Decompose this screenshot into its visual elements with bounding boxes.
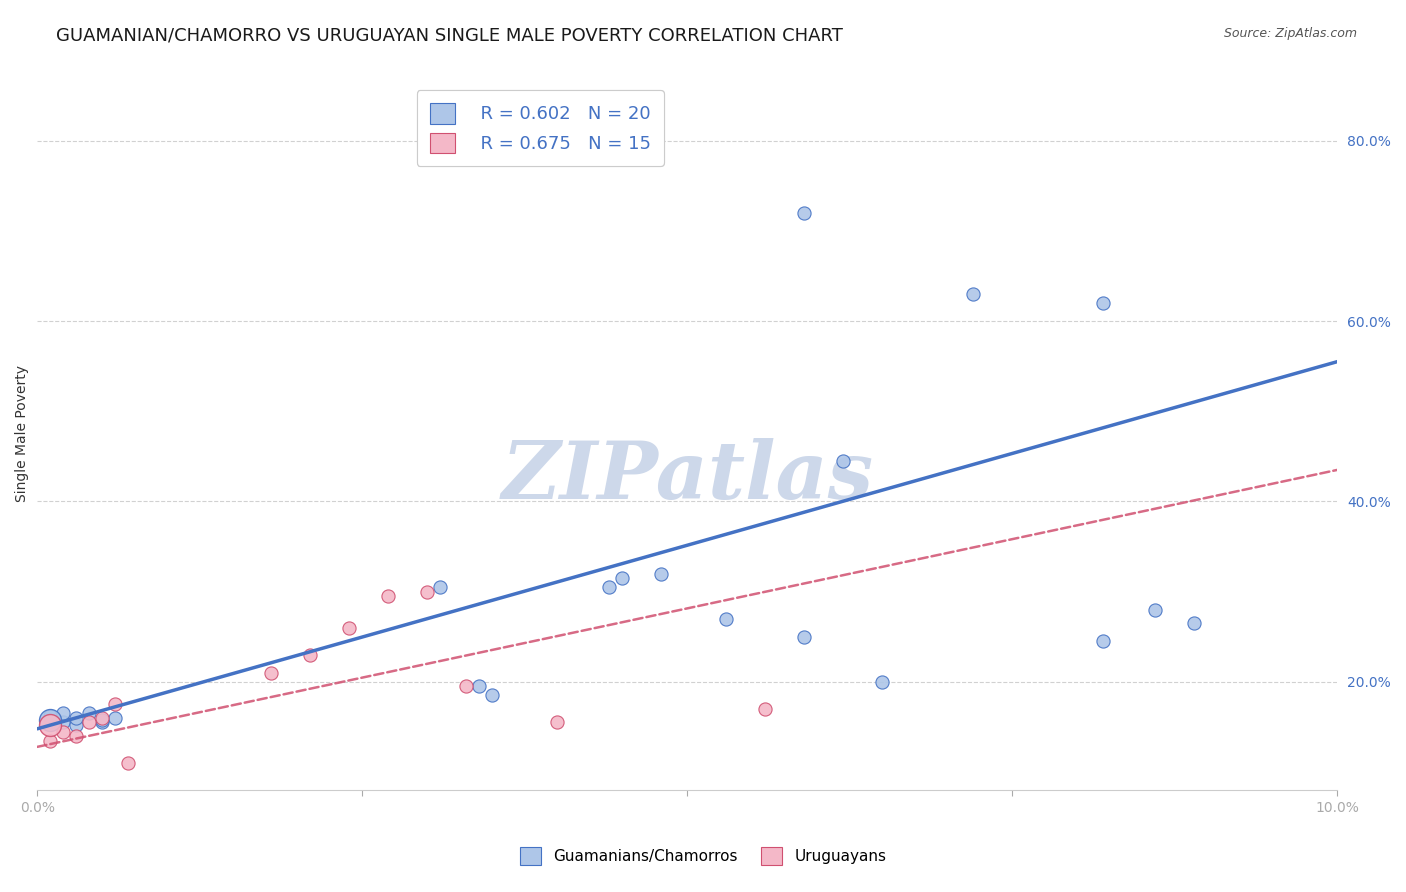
Point bbox=[65, 711, 87, 725]
Point bbox=[52, 715, 75, 730]
Point bbox=[65, 718, 87, 732]
Point bbox=[1144, 603, 1167, 617]
Point bbox=[91, 715, 114, 730]
Point bbox=[39, 733, 62, 747]
Point bbox=[456, 680, 478, 694]
Point bbox=[468, 680, 491, 694]
Legend:   R = 0.602   N = 20,   R = 0.675   N = 15: R = 0.602 N = 20, R = 0.675 N = 15 bbox=[418, 90, 664, 166]
Point bbox=[1092, 296, 1115, 310]
Point bbox=[481, 689, 503, 703]
Point bbox=[79, 715, 101, 730]
Point bbox=[416, 584, 439, 599]
Point bbox=[1092, 634, 1115, 648]
Point bbox=[39, 718, 62, 732]
Point bbox=[52, 724, 75, 739]
Point bbox=[104, 698, 127, 712]
Text: Source: ZipAtlas.com: Source: ZipAtlas.com bbox=[1223, 27, 1357, 40]
Y-axis label: Single Male Poverty: Single Male Poverty bbox=[15, 366, 30, 502]
Point bbox=[962, 287, 984, 301]
Point bbox=[716, 612, 738, 626]
Text: ZIPatlas: ZIPatlas bbox=[502, 438, 873, 516]
Point bbox=[104, 711, 127, 725]
Point bbox=[299, 648, 322, 662]
Point bbox=[429, 580, 451, 594]
Point bbox=[117, 756, 139, 770]
Point bbox=[39, 713, 62, 727]
Point bbox=[52, 706, 75, 721]
Point bbox=[754, 702, 776, 716]
Point bbox=[612, 571, 634, 585]
Point bbox=[337, 621, 360, 635]
Text: GUAMANIAN/CHAMORRO VS URUGUAYAN SINGLE MALE POVERTY CORRELATION CHART: GUAMANIAN/CHAMORRO VS URUGUAYAN SINGLE M… bbox=[56, 27, 844, 45]
Point bbox=[832, 454, 855, 468]
Point bbox=[39, 715, 62, 730]
Legend: Guamanians/Chamorros, Uruguayans: Guamanians/Chamorros, Uruguayans bbox=[513, 841, 893, 871]
Point bbox=[65, 729, 87, 743]
Point bbox=[39, 709, 62, 723]
Point bbox=[872, 674, 894, 689]
Point bbox=[793, 630, 815, 644]
Point bbox=[91, 713, 114, 727]
Point bbox=[377, 589, 399, 603]
Point bbox=[79, 706, 101, 721]
Point bbox=[650, 566, 672, 581]
Point bbox=[260, 665, 283, 680]
Point bbox=[1182, 616, 1205, 631]
Point bbox=[793, 206, 815, 220]
Point bbox=[546, 715, 568, 730]
Point bbox=[91, 711, 114, 725]
Point bbox=[598, 580, 620, 594]
